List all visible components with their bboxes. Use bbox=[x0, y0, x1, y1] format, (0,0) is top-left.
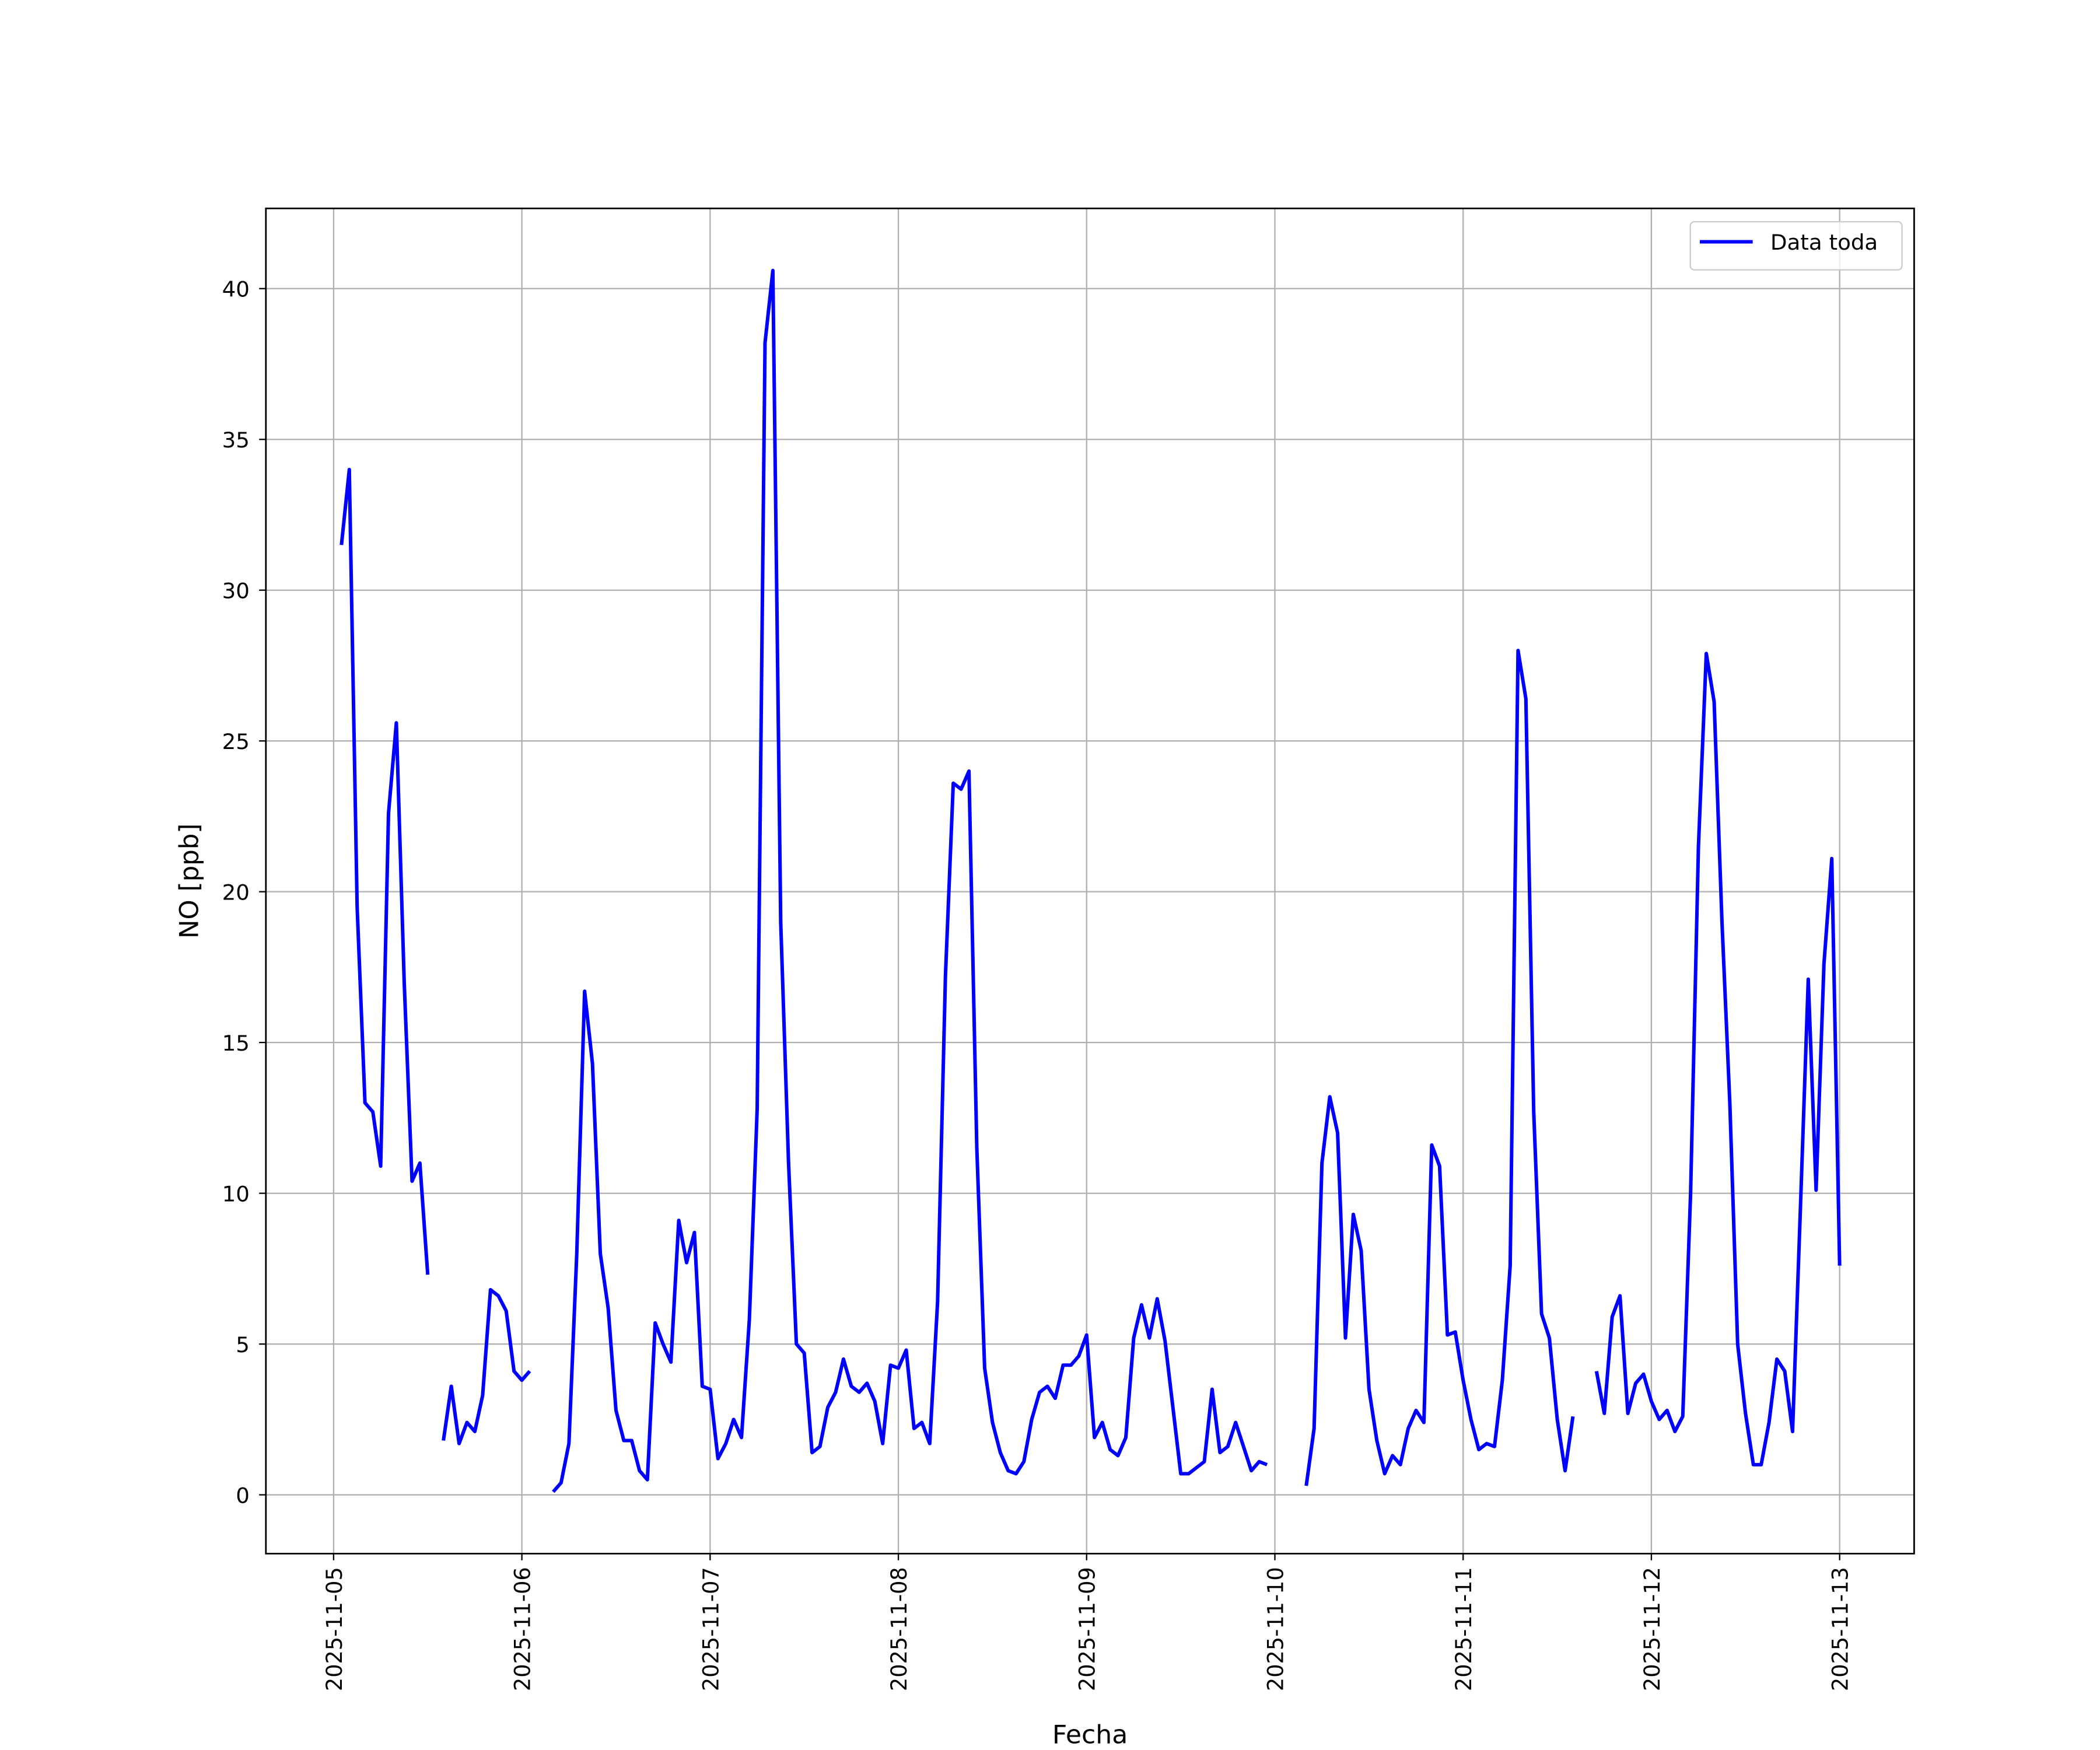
y-tick-label: 30 bbox=[222, 579, 250, 604]
y-tick-label: 20 bbox=[222, 880, 250, 905]
legend-box bbox=[1689, 221, 1903, 271]
y-tick-label: 0 bbox=[236, 1483, 250, 1508]
y-tick-label: 15 bbox=[222, 1031, 250, 1056]
x-tick-label: 2025-11-07 bbox=[698, 1567, 723, 1691]
y-tick-label: 25 bbox=[222, 729, 250, 754]
y-axis-label: NO [ppb] bbox=[174, 824, 204, 939]
plot-data bbox=[340, 268, 1842, 1493]
plot-frame bbox=[265, 207, 1915, 1555]
legend: Data toda bbox=[1689, 221, 1903, 271]
y-tick-label: 35 bbox=[222, 428, 250, 453]
axes: 0 5 10 15 20 25 30 35 40 2025-11-05 2025-11-06 2025… bbox=[222, 277, 1853, 1691]
x-tick-label: 2025-11-11 bbox=[1451, 1567, 1476, 1691]
data-line bbox=[340, 268, 1842, 1493]
y-tick-label: 5 bbox=[236, 1332, 250, 1357]
x-tick-label: 2025-11-06 bbox=[510, 1567, 535, 1691]
y-tick-label: 10 bbox=[222, 1182, 250, 1207]
x-tick-label: 2025-11-05 bbox=[322, 1567, 347, 1691]
x-tick-label: 2025-11-12 bbox=[1640, 1567, 1665, 1691]
y-tick-label: 40 bbox=[222, 277, 250, 302]
x-tick-label: 2025-11-13 bbox=[1828, 1567, 1853, 1691]
legend-label: Data toda bbox=[1770, 230, 1878, 256]
x-tick-label: 2025-11-09 bbox=[1074, 1567, 1100, 1691]
x-tick-label: 2025-11-08 bbox=[887, 1567, 912, 1691]
grid bbox=[265, 208, 1915, 1554]
x-axis-label: Fecha bbox=[1052, 1720, 1128, 1750]
x-tick-label: 2025-11-10 bbox=[1263, 1567, 1288, 1691]
